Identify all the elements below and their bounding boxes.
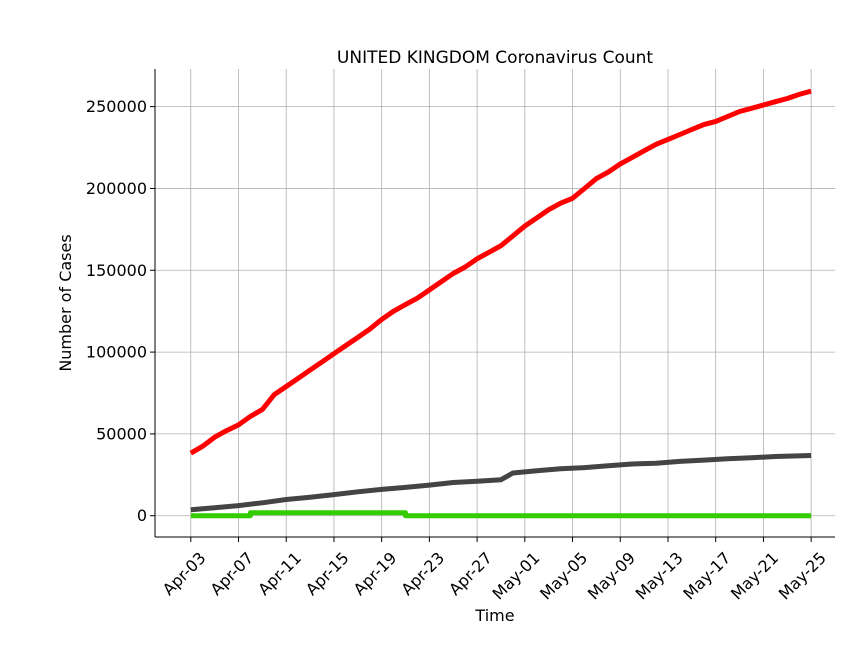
x-tick-label: Apr-23 [397, 548, 448, 599]
series-line-2 [190, 510, 812, 519]
x-tick-label: May-17 [679, 548, 734, 603]
y-axis-title: Number of Cases [56, 234, 75, 371]
x-tick-label: Apr-27 [445, 548, 496, 599]
axes [154, 69, 835, 538]
x-tick-label: May-25 [775, 548, 830, 603]
chart-title: UNITED KINGDOM Coronavirus Count [337, 48, 653, 68]
x-tick-label: May-13 [632, 548, 687, 603]
x-tick-label: Apr-15 [302, 548, 353, 599]
x-tick-label: Apr-11 [254, 548, 305, 599]
x-tick-label: May-21 [727, 548, 782, 603]
x-tick-label: May-05 [536, 548, 591, 603]
y-tick-label: 150000 [86, 261, 147, 280]
series-line-1 [190, 453, 812, 513]
x-ticks: Apr-03Apr-07Apr-11Apr-15Apr-19Apr-23Apr-… [159, 537, 830, 603]
y-tick-label: 200000 [86, 179, 147, 198]
x-tick-label: Apr-07 [206, 548, 257, 599]
y-tick-label: 250000 [86, 97, 147, 116]
x-tick-label: Apr-03 [159, 548, 210, 599]
x-tick-label: Apr-19 [350, 548, 401, 599]
y-tick-label: 50000 [96, 424, 147, 443]
x-tick-label: May-09 [584, 548, 639, 603]
x-tick-label: May-01 [488, 548, 543, 603]
grid [155, 69, 835, 537]
y-ticks: 0 50000 100000 150000 200000 250000 [86, 97, 155, 525]
series-line-0 [189, 88, 812, 456]
y-tick-label: 100000 [86, 343, 147, 362]
y-tick-label: 0 [137, 506, 147, 525]
x-axis-title: Time [474, 606, 514, 625]
series-layer [189, 88, 812, 519]
